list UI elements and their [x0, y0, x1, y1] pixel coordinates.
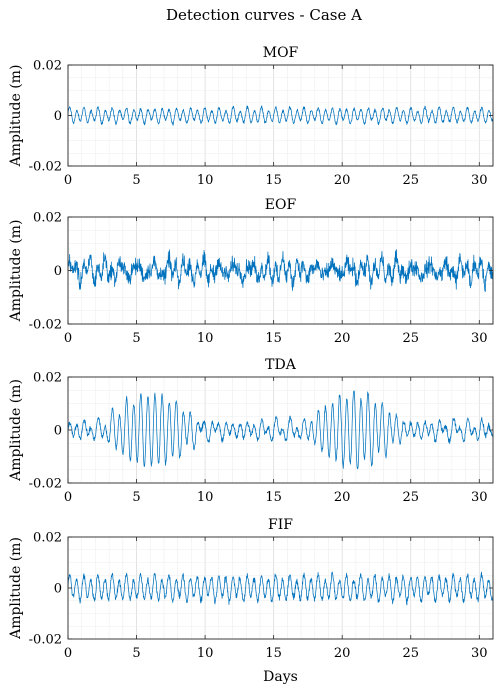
x-tick-label: 5	[132, 646, 140, 661]
x-tick-label: 5	[132, 331, 140, 346]
panel-title: MOF	[263, 45, 299, 61]
x-tick-label: 0	[64, 646, 72, 661]
panel-title: FIF	[268, 517, 293, 533]
x-tick-label: 10	[197, 173, 214, 188]
series-line-tda	[67, 390, 494, 470]
y-tick-label: 0	[54, 582, 62, 597]
x-tick-label: 20	[334, 173, 351, 188]
panel-title: EOF	[265, 197, 297, 213]
series-line-mof	[67, 105, 494, 126]
series-line-eof	[67, 249, 494, 293]
x-tick-label: 30	[471, 173, 488, 188]
x-tick-label: 30	[471, 490, 488, 505]
x-tick-label: 0	[64, 490, 72, 505]
x-tick-label: 10	[197, 490, 214, 505]
figure-title: Detection curves - Case A	[166, 6, 362, 24]
x-tick-label: 25	[402, 646, 419, 661]
x-tick-label: 30	[471, 331, 488, 346]
x-tick-label: 20	[334, 646, 351, 661]
x-tick-label: 0	[64, 331, 72, 346]
y-axis-label: Amplitude (m)	[8, 220, 24, 323]
y-tick-label: 0	[54, 109, 62, 124]
x-axis-label: Days	[263, 669, 298, 685]
y-tick-label: -0.02	[29, 160, 62, 175]
y-axis-label: Amplitude (m)	[8, 537, 24, 640]
x-tick-label: 10	[197, 331, 214, 346]
y-axis-label: Amplitude (m)	[8, 65, 24, 168]
y-tick-label: 0.02	[33, 211, 62, 226]
y-tick-label: 0.02	[33, 531, 62, 546]
x-tick-label: 0	[64, 173, 72, 188]
x-tick-label: 25	[402, 490, 419, 505]
x-tick-label: 15	[265, 173, 282, 188]
x-tick-label: 25	[402, 331, 419, 346]
x-tick-label: 20	[334, 490, 351, 505]
x-tick-label: 30	[471, 646, 488, 661]
x-tick-label: 20	[334, 331, 351, 346]
panel-title: TDA	[265, 357, 297, 373]
y-tick-label: -0.02	[29, 318, 62, 333]
x-tick-label: 10	[197, 646, 214, 661]
y-tick-label: -0.02	[29, 477, 62, 492]
y-tick-label: 0.02	[33, 371, 62, 386]
y-axis-label: Amplitude (m)	[8, 379, 24, 482]
x-tick-label: 15	[265, 490, 282, 505]
series-line-fif	[67, 571, 494, 606]
x-tick-label: 25	[402, 173, 419, 188]
y-tick-label: 0	[54, 424, 62, 439]
x-tick-label: 5	[132, 173, 140, 188]
x-tick-label: 15	[265, 331, 282, 346]
x-tick-label: 15	[265, 646, 282, 661]
y-tick-label: 0.02	[33, 59, 62, 74]
y-tick-label: -0.02	[29, 633, 62, 648]
x-tick-label: 5	[132, 490, 140, 505]
y-tick-label: 0	[54, 264, 62, 279]
